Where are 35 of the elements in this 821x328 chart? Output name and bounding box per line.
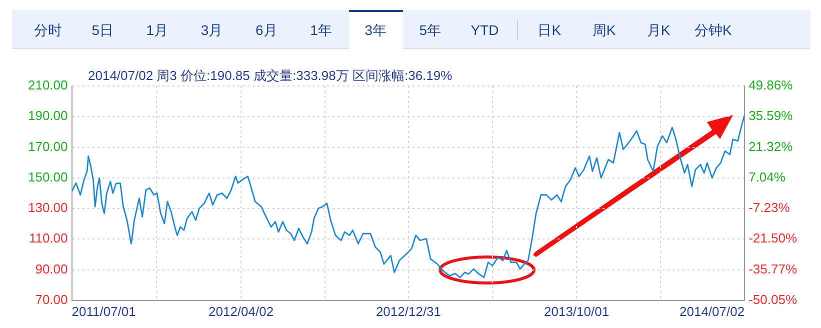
y2-tick-label: 7.04% — [748, 169, 786, 184]
y2-tick-label: -35.77% — [748, 261, 798, 276]
y2-tick-label: -7.23% — [748, 200, 790, 216]
x-tick-label: 2012/12/31 — [376, 304, 442, 319]
text: 3月 — [200, 21, 224, 40]
text: 分钟K — [694, 21, 733, 40]
text: 6月 — [254, 21, 278, 40]
y-tick-label: 170.00 — [28, 138, 68, 154]
chart-title: 2014/07/02 周3 价位:190.85 成交量:333.98万 区间涨幅:36.19% — [88, 67, 452, 85]
y2-tick-label: 35.59% — [748, 108, 794, 124]
y2-tick-label: -50.05% — [748, 292, 798, 307]
y-tick-label: 210.00 — [28, 78, 68, 93]
x-tick-label: 2014/07/02 — [680, 304, 745, 319]
x-tick-label: 2013/10/01 — [544, 304, 610, 319]
text: 分时 — [33, 21, 63, 40]
text: 3年 — [348, 10, 403, 49]
y-tick-label: 190.00 — [28, 108, 68, 124]
x-tick-label: 2012/04/02 — [208, 304, 274, 319]
y-tick-label: 110.00 — [28, 230, 68, 246]
text: 日K — [536, 21, 562, 40]
text: 1月 — [145, 21, 170, 40]
y2-tick-label: -21.50% — [748, 230, 798, 246]
x-tick-label: 2011/07/01 — [72, 304, 136, 319]
text: 周K — [591, 21, 617, 40]
text: 月K — [646, 21, 672, 40]
y-tick-label: 150.00 — [28, 169, 68, 184]
text: 1年 — [309, 21, 333, 40]
y-tick-label: 70.00 — [35, 292, 68, 307]
text: 5日 — [90, 21, 114, 40]
text: YTD — [470, 21, 500, 40]
y-tick-label: 90.00 — [35, 261, 68, 276]
y2-tick-label: 21.32% — [748, 138, 794, 154]
y-tick-label: 130.00 — [28, 200, 68, 216]
y2-tick-label: 49.86% — [748, 78, 794, 93]
text: 5年 — [418, 21, 442, 40]
